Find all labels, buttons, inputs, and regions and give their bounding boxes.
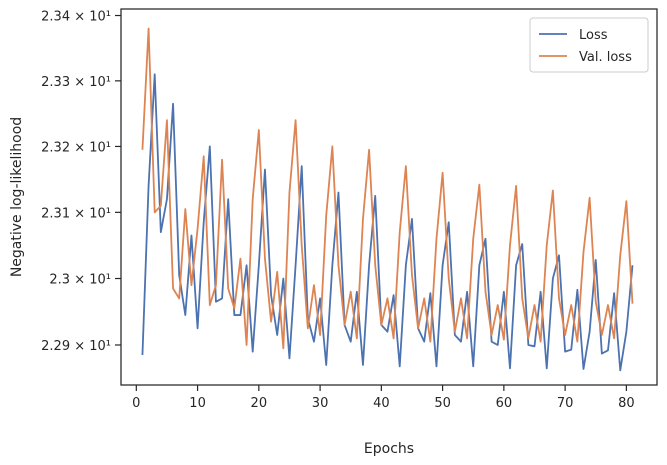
x-tick-label: 50 (434, 396, 451, 411)
y-tick-label: 2.29 × 10¹ (41, 339, 111, 354)
x-axis-ticks: 0 10 20 30 40 50 60 70 80 (132, 385, 635, 411)
y-tick-label: 2.3 × 10¹ (49, 273, 111, 288)
y-tick-label: 2.32 × 10¹ (41, 140, 111, 155)
legend-box (529, 17, 649, 73)
y-tick-label: 2.33 × 10¹ (41, 75, 111, 90)
y-axis-label: Negative log-likelihood (9, 117, 25, 277)
x-axis-label: Epochs (364, 441, 414, 457)
y-tick-label: 2.34 × 10¹ (41, 10, 111, 25)
x-tick-label: 10 (189, 396, 206, 411)
y-axis-ticks: 2.29 × 10¹ 2.3 × 10¹ 2.31 × 10¹ 2.32 × 10¹ 2… (41, 10, 121, 354)
x-tick-label: 40 (373, 396, 390, 411)
x-tick-label: 60 (496, 396, 513, 411)
series-layer (141, 27, 634, 372)
x-tick-label: 20 (251, 396, 268, 411)
x-tick-label: 30 (312, 396, 329, 411)
legend: Loss Val. loss (529, 17, 649, 73)
legend-label-val-loss: Val. loss (579, 50, 632, 65)
plot-frame (120, 8, 658, 386)
series-line-loss (141, 73, 634, 372)
x-tick-label: 0 (132, 396, 140, 411)
y-tick-label: 2.31 × 10¹ (41, 206, 111, 221)
x-tick-label: 80 (618, 396, 635, 411)
legend-label-loss: Loss (579, 28, 608, 43)
series-line-val-loss (141, 27, 634, 350)
x-tick-label: 70 (557, 396, 574, 411)
